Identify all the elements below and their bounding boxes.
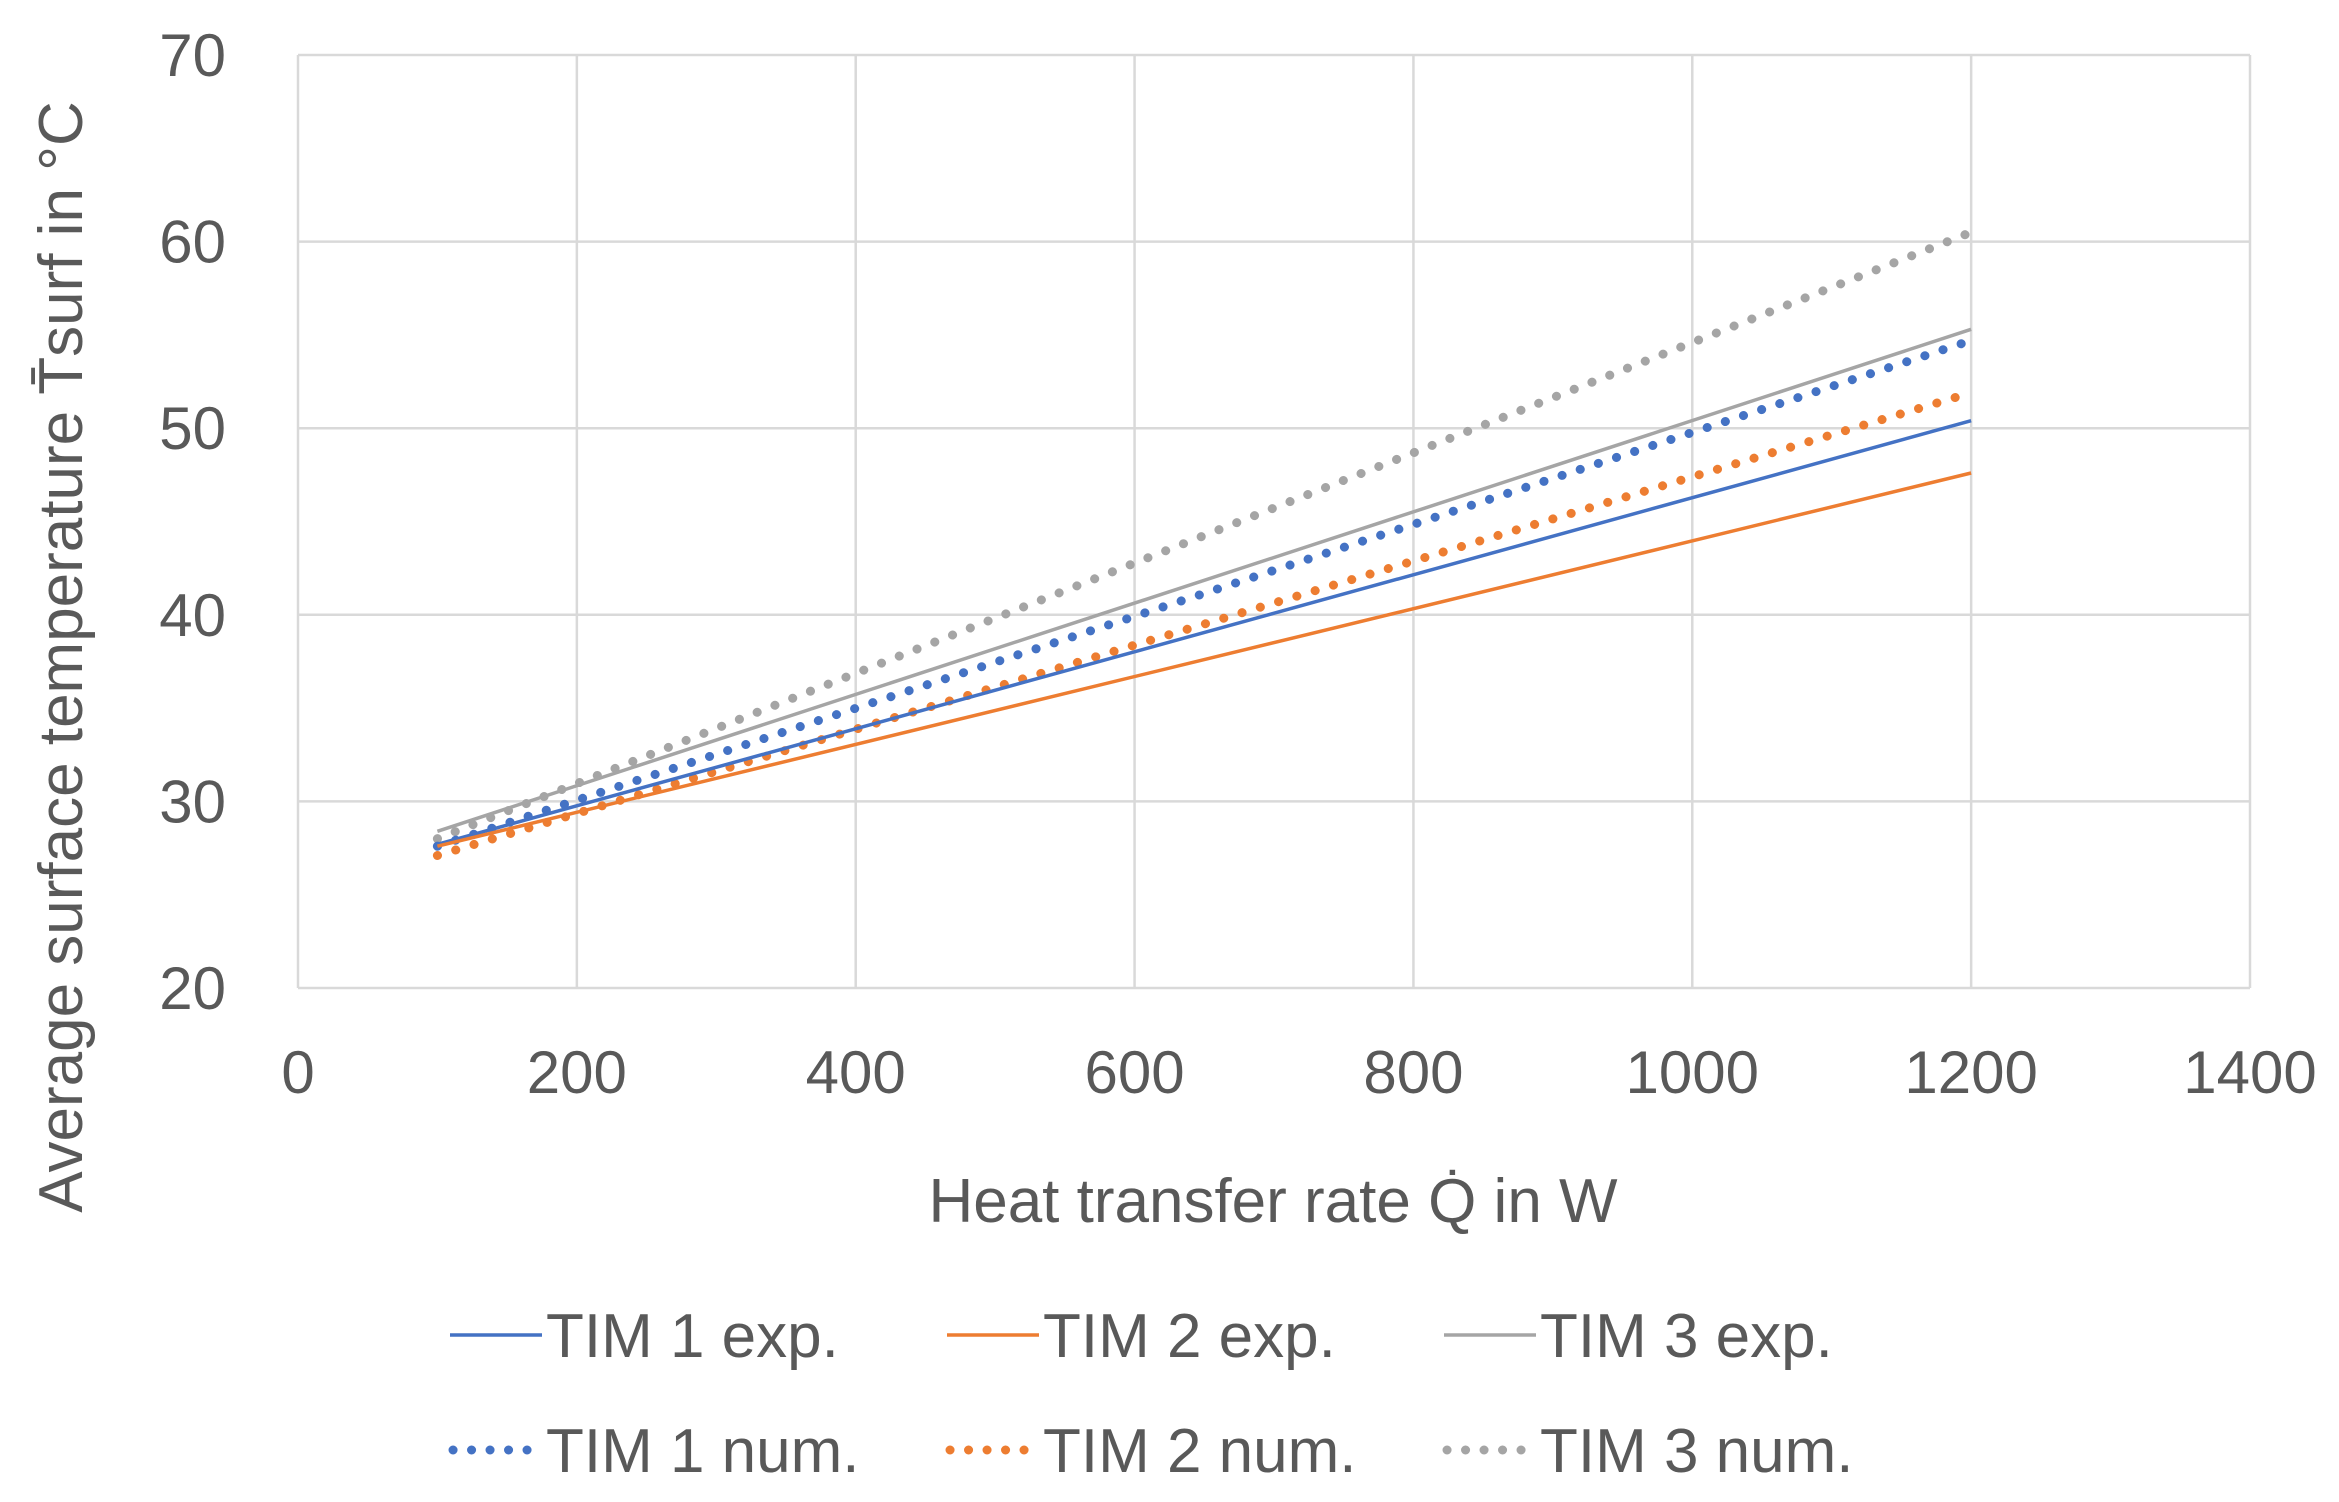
legend-item: TIM 3 num. (1442, 1417, 1854, 1486)
legend-label: TIM 2 num. (1043, 1417, 1357, 1486)
legend-label: TIM 3 num. (1540, 1417, 1854, 1486)
x-tick-label: 200 (527, 1039, 627, 1106)
legend-label: TIM 3 exp. (1540, 1302, 1833, 1371)
legend-label: TIM 1 num. (546, 1417, 860, 1486)
x-tick-label: 600 (1085, 1039, 1185, 1106)
x-tick-label: 800 (1363, 1039, 1463, 1106)
legend-item: TIM 1 num. (448, 1417, 860, 1486)
legend-item: TIM 3 exp. (1444, 1302, 1833, 1371)
legend-item: TIM 2 num. (945, 1417, 1357, 1486)
y-tick-label: 60 (159, 209, 226, 276)
series-line-tim-1-num (432, 336, 1976, 851)
series-line-tim-3-exp (436, 327, 1972, 833)
grid (296, 53, 2252, 990)
legend-item: TIM 1 exp. (450, 1302, 839, 1371)
legend-item: TIM 2 exp. (947, 1302, 1336, 1371)
y-axis-title: Average surface temperature T̄surf in °C (27, 101, 96, 1212)
legend-label: TIM 2 exp. (1043, 1302, 1336, 1371)
x-tick-label: 1000 (1626, 1039, 1759, 1106)
x-axis-title: Heat transfer rate Q̇ in W (928, 1167, 1618, 1236)
series-line-tim-2-num (432, 388, 1976, 860)
y-tick-label: 70 (159, 22, 226, 89)
series-line-tim-2-exp (436, 471, 1972, 848)
series-lines (432, 227, 1976, 860)
tick-labels: 20 30 40 50 60 70 0 200 400 600 800 1000 1200 1400 (159, 22, 2316, 1106)
legend-label: TIM 1 exp. (546, 1302, 839, 1371)
series-line-tim-3-num (432, 227, 1976, 844)
y-tick-label: 20 (159, 955, 226, 1022)
y-tick-label: 40 (159, 582, 226, 649)
x-tick-label: 1200 (1904, 1039, 2037, 1106)
y-tick-label: 50 (159, 395, 226, 462)
series-line-tim-1-exp (436, 419, 1972, 846)
x-tick-label: 400 (806, 1039, 906, 1106)
y-tick-label: 30 (159, 768, 226, 835)
x-tick-label: 1400 (2183, 1039, 2316, 1106)
x-tick-label: 0 (281, 1039, 314, 1106)
legend: TIM 1 exp. TIM 2 exp. TIM 3 exp. TIM 1 num.… (448, 1302, 1854, 1486)
